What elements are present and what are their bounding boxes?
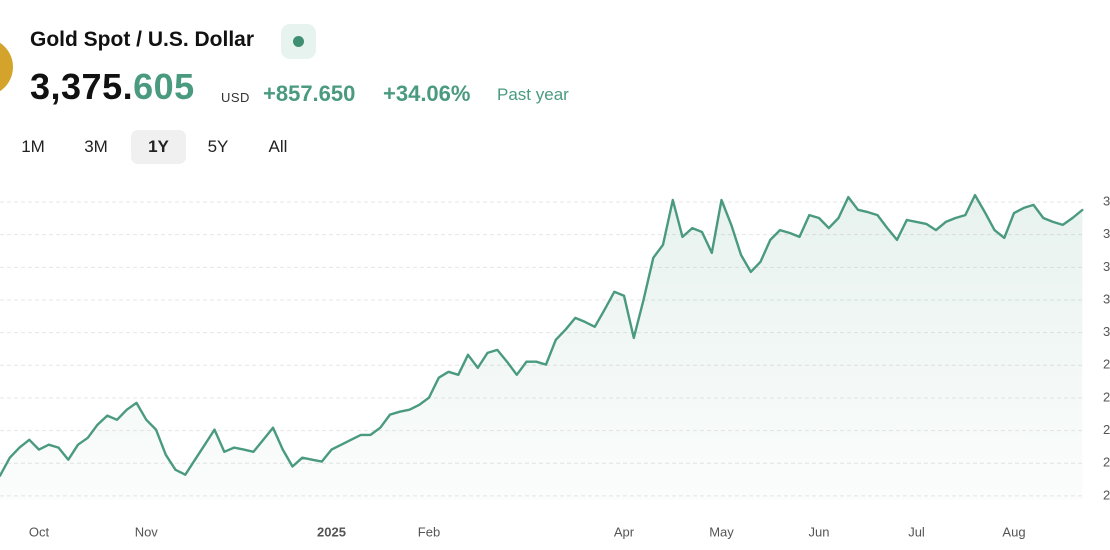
x-tick-label: Jul: [908, 524, 925, 539]
x-tick-label: Nov: [135, 524, 159, 539]
price-fraction: 605: [133, 66, 195, 107]
range-button[interactable]: 1Y: [131, 130, 186, 164]
x-tick-label: Oct: [29, 524, 50, 539]
x-tick-label: May: [709, 524, 734, 539]
y-tick-label: 2,500: [1103, 487, 1110, 502]
x-tick-label: Apr: [614, 524, 635, 539]
y-tick-label: 3,300: [1103, 226, 1110, 241]
asset-title: Gold Spot / U.S. Dollar: [30, 28, 255, 51]
currency: USD: [221, 90, 250, 105]
x-tick-label: Jun: [809, 524, 830, 539]
y-tick-label: 3,400: [1103, 193, 1110, 208]
y-tick-label: 3,200: [1103, 259, 1110, 274]
status-badge[interactable]: [281, 24, 316, 59]
range-button[interactable]: All: [268, 137, 288, 156]
range-button[interactable]: 3M: [84, 137, 108, 156]
period-label: Past year: [497, 85, 569, 104]
range-button[interactable]: 1M: [21, 137, 45, 156]
x-tick-label: 2025: [317, 524, 346, 539]
price-line: [0, 193, 1084, 477]
price: 3,375.605: [30, 66, 195, 108]
y-tick-label: 3,100: [1103, 291, 1110, 306]
status-dot: [293, 36, 304, 47]
y-tick-label: 2,800: [1103, 389, 1110, 404]
y-tick-label: 2,600: [1103, 455, 1110, 470]
price-area: [0, 195, 1083, 500]
range-button[interactable]: 5Y: [207, 137, 229, 156]
price-main: 3,375.: [30, 66, 134, 107]
x-tick-label: Aug: [1002, 524, 1025, 539]
y-tick-label: 3,000: [1103, 324, 1110, 339]
y-tick-label: 2,900: [1103, 357, 1110, 372]
percent-change: +34.06%: [383, 81, 471, 106]
price-change: +857.650: [263, 81, 356, 106]
x-tick-label: Feb: [418, 524, 440, 539]
y-tick-label: 2,700: [1103, 422, 1110, 437]
